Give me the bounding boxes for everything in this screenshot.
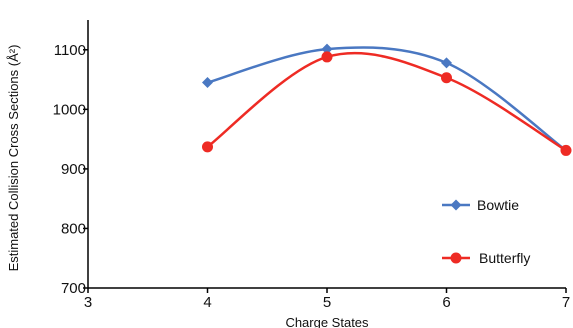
- series-butterfly: [202, 51, 572, 156]
- x-ticks: 3 4 5 6 7: [84, 288, 570, 311]
- x-tick-label: 3: [84, 294, 92, 311]
- series-butterfly-point: [321, 51, 333, 63]
- x-tick-label: 4: [203, 294, 211, 311]
- legend-label-butterfly: Butterfly: [479, 250, 530, 266]
- legend-swatch-marker: [450, 199, 462, 211]
- y-tick-label: 1100: [54, 42, 86, 59]
- legend-swatch-marker: [450, 252, 462, 264]
- y-tick-label: 900: [61, 161, 86, 178]
- legend-label-bowtie: Bowtie: [477, 197, 519, 213]
- y-tick-label: 800: [61, 220, 86, 237]
- x-tick-label: 6: [442, 294, 450, 311]
- series-bowtie-point: [202, 77, 213, 89]
- legend-item-butterfly: Butterfly: [442, 250, 530, 266]
- series-butterfly-point: [441, 72, 452, 84]
- x-axis-title: Charge States: [285, 315, 369, 328]
- series-butterfly-line: [206, 51, 567, 152]
- series-bowtie-point: [321, 43, 333, 55]
- series-bowtie-line: [207, 46, 567, 152]
- x-tick-label: 5: [323, 294, 331, 311]
- series-bowtie-point: [441, 57, 452, 69]
- series-bowtie: [202, 43, 572, 156]
- legend: Bowtie Butterfly: [442, 197, 530, 266]
- legend-item-bowtie: Bowtie: [442, 197, 519, 213]
- y-ticks: 700 800 900 1000 1100: [53, 42, 88, 297]
- x-tick-label: 7: [562, 294, 570, 311]
- series-butterfly-point: [560, 144, 572, 156]
- series-butterfly-point: [202, 141, 213, 153]
- series-layer: [202, 43, 572, 156]
- y-tick-label: 700: [61, 280, 86, 297]
- y-tick-label: 1000: [53, 101, 86, 118]
- y-axis-title: Estimated Collision Cross Sections (Å²): [6, 45, 21, 272]
